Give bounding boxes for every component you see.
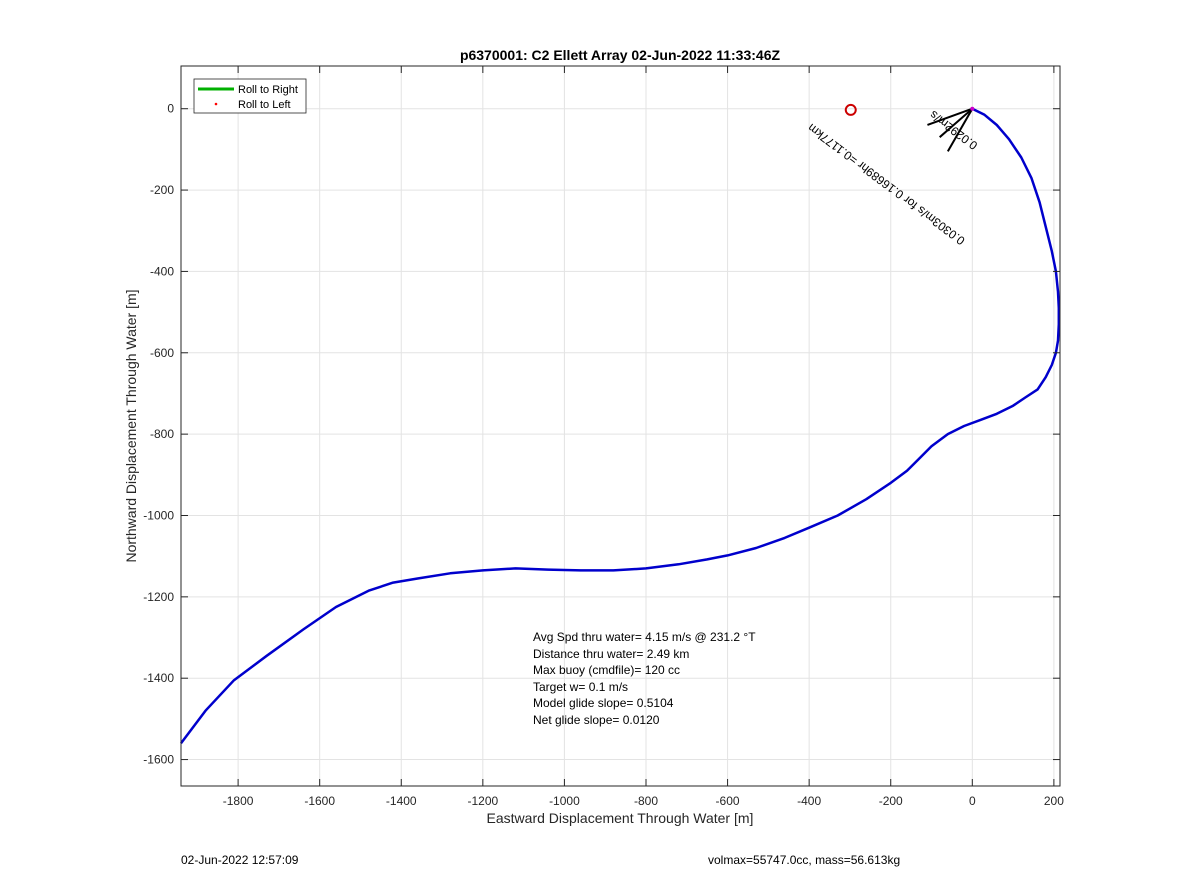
current-vector [946, 108, 974, 152]
x-tick-label: 200 [1044, 794, 1064, 808]
chart-title: p6370001: C2 Ellett Array 02-Jun-2022 11… [460, 47, 781, 63]
current-annotation-text: 0.0303m/s for 0.16689hr =0.1177km [805, 121, 967, 248]
x-tick-label: -400 [797, 794, 821, 808]
stat-net-glide: Net glide slope= 0.0120 [533, 713, 660, 727]
x-tick-label: -1200 [467, 794, 498, 808]
footer-timestamp: 02-Jun-2022 12:57:09 [181, 853, 299, 867]
y-tick-label: -1400 [143, 671, 174, 685]
current-vector [939, 107, 973, 138]
track-line [180, 107, 1061, 745]
stat-distance: Distance thru water= 2.49 km [533, 647, 689, 661]
axes-box [180, 65, 1061, 787]
x-tick-label: -1800 [223, 794, 254, 808]
x-tick-label: -1400 [386, 794, 417, 808]
legend: Roll to Right Roll to Left [193, 78, 307, 114]
x-tick-label: -1600 [304, 794, 335, 808]
current-vector [927, 107, 973, 126]
x-tick-label: -1000 [549, 794, 580, 808]
y-axis-label: Northward Displacement Through Water [m] [123, 289, 139, 562]
grid [181, 66, 1060, 786]
y-tick-label: -800 [150, 427, 174, 441]
stat-avg-speed: Avg Spd thru water= 4.15 m/s @ 231.2 °T [533, 630, 756, 644]
origin-marker [970, 106, 975, 111]
x-tick-label: 0 [969, 794, 976, 808]
y-tick-label: -1000 [143, 508, 174, 522]
start-marker [844, 103, 857, 116]
current-annotation: 0.0303m/s for 0.16689hr =0.1177km0.0292m… [805, 106, 980, 248]
x-tick-label: -200 [879, 794, 903, 808]
x-tick-label: -600 [716, 794, 740, 808]
y-tick-label: -400 [150, 264, 174, 278]
stat-model-glide: Model glide slope= 0.5104 [533, 696, 674, 710]
footer-mass-info: volmax=55747.0cc, mass=56.613kg [708, 853, 901, 867]
x-tick-label: -800 [634, 794, 658, 808]
legend-roll-left-swatch [214, 102, 218, 106]
legend-roll-right-label: Roll to Right [238, 84, 298, 96]
stat-target-w: Target w= 0.1 m/s [533, 680, 628, 694]
y-tick-label: -600 [150, 346, 174, 360]
stat-max-buoy: Max buoy (cmdfile)= 120 cc [533, 663, 680, 677]
y-tick-label: -200 [150, 183, 174, 197]
y-tick-label: -1600 [143, 753, 174, 767]
stats-annotation: Avg Spd thru water= 4.15 m/s @ 231.2 °T … [533, 630, 756, 727]
axis-ticks: -1800 -1600 -1400 -1200 -1000 -800 -600 -400 -20… [143, 66, 1064, 808]
plot-area [180, 103, 1061, 745]
x-axis-label: Eastward Displacement Through Water [m] [487, 810, 754, 826]
legend-box [193, 78, 307, 114]
legend-roll-left-label: Roll to Left [238, 99, 291, 111]
y-tick-label: -1200 [143, 590, 174, 604]
y-tick-label: 0 [167, 102, 174, 116]
